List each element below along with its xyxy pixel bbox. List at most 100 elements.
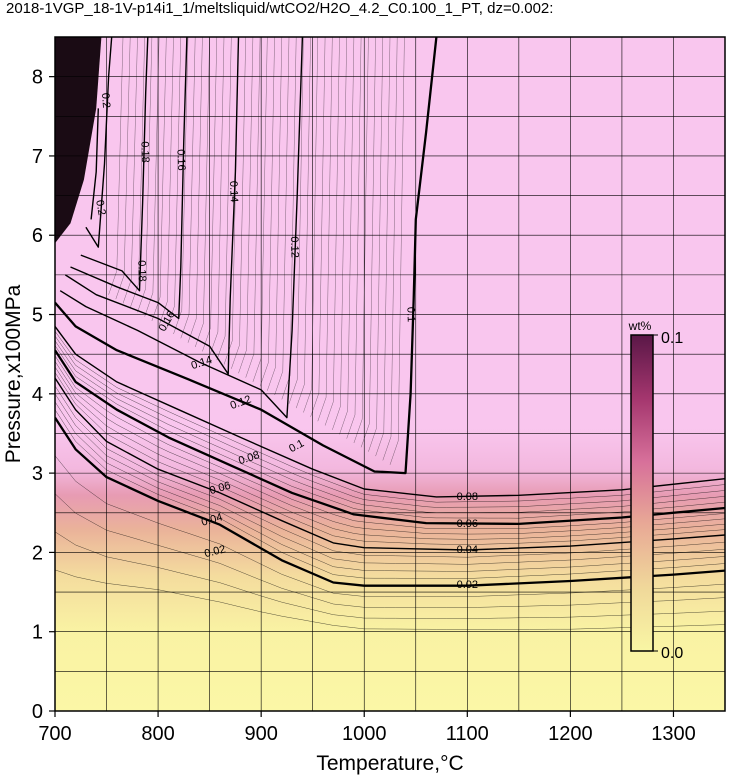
fine-contour-line (173, 37, 189, 335)
fine-contour-line (194, 37, 210, 348)
fine-contour-line (122, 37, 138, 304)
fine-contour-line (55, 569, 725, 630)
contour-label: 0.18 (135, 260, 148, 282)
x-tick-label: 700 (38, 723, 71, 745)
contour-label-text: 0.16 (174, 149, 187, 171)
chart-title: 2018-1VGP_18-1V-p14i1_1/meltsliquid/wtCO… (6, 0, 554, 17)
contour-line-0.12 (59, 37, 304, 419)
x-tick-label: 800 (141, 723, 174, 745)
fine-contour-line (55, 385, 725, 558)
fine-contour-line (317, 37, 333, 422)
x-tick-label: 1100 (446, 723, 489, 745)
fine-contour-line (55, 493, 725, 608)
contour-label-text: 0.06 (457, 518, 478, 530)
contour-label: 0.16 (174, 149, 187, 171)
fine-contour-line (129, 37, 145, 308)
x-tick-label: 900 (244, 723, 277, 745)
contour-label: 0.04 (200, 511, 224, 528)
fine-contour-line (332, 37, 347, 430)
fine-contour-line (368, 37, 384, 452)
y-tick-label: 1 (32, 622, 43, 644)
fine-contour-line (108, 37, 124, 295)
fine-contour-line (55, 393, 725, 565)
contour-label: 0.06 (457, 518, 478, 530)
major-contour-lines (55, 37, 725, 587)
contour-label: 0.02 (457, 579, 478, 591)
fine-contour-line (55, 401, 725, 572)
contour-line-0.18 (80, 37, 149, 292)
fine-contour-line (288, 37, 304, 404)
y-axis-ticks: 0 1 2 3 4 5 6 7 8 (32, 67, 55, 723)
plot-frame (54, 36, 726, 712)
colorbar: wt% 0.1 0.0 (628, 319, 684, 662)
fine-contour-line (137, 37, 153, 313)
contour-label-text: 0.1 (404, 307, 417, 323)
fine-contour-line (55, 455, 725, 597)
fine-contour-line (375, 37, 391, 457)
fine-contour-line (303, 37, 319, 413)
x-axis-label: Temperature,°C (316, 752, 463, 775)
fine-contour-line (55, 531, 725, 619)
fine-contour-line (382, 37, 398, 461)
contour-label: 0.2 (93, 199, 107, 216)
contour-line-0.06 (55, 349, 725, 526)
contour-label: 0.2 (99, 92, 112, 108)
fine-contour-line (166, 37, 182, 330)
fine-contour-line (55, 355, 725, 529)
x-axis-ticks: 700 800 900 1000 1100 1200 1300 (38, 711, 696, 745)
fine-contour-line (55, 335, 725, 508)
contour-label: 0.02 (203, 543, 227, 560)
contour-label-text: 0.04 (457, 544, 478, 556)
fine-contour-line (353, 37, 369, 444)
fine-contour-line (346, 37, 362, 439)
x-tick-label: 1200 (548, 723, 593, 745)
fine-contour-line (324, 37, 340, 426)
fine-contour-line (55, 340, 725, 513)
contour-label-text: 0.06 (208, 480, 232, 497)
contour-label-text: 0.12 (288, 236, 301, 258)
fine-contour-line (187, 37, 203, 343)
fine-contour-line (238, 37, 254, 374)
contour-label-text: 0.14 (227, 181, 240, 203)
fine-contour-line (274, 37, 290, 396)
contour-line-0.02 (55, 416, 725, 587)
fine-contour-line (209, 37, 225, 356)
colorbar-min-label: 0.0 (661, 645, 683, 662)
contour-line-0.08 (55, 325, 725, 498)
y-tick-label: 5 (32, 305, 43, 327)
fine-contour-line (55, 372, 725, 545)
contour-label-text: 0.18 (135, 260, 148, 282)
contour-label: 0.06 (208, 480, 232, 497)
colorbar-max-label: 0.1 (661, 330, 683, 347)
y-tick-label: 2 (32, 542, 43, 564)
colorbar-label: wt% (628, 319, 652, 333)
contour-line-0.2 (85, 37, 113, 248)
fine-contour-line (55, 409, 725, 579)
contour-label: 0.18 (138, 141, 151, 163)
contour-label-text: 0.02 (203, 543, 227, 560)
plot-area: 0.020.02 0.040.04 0.060.060.080.080.10.10.… (55, 37, 725, 711)
contour-label-text: 0.2 (93, 199, 107, 216)
contour-line-0.04 (55, 377, 725, 551)
y-tick-label: 4 (32, 384, 43, 406)
contour-label-text: 0.04 (200, 511, 224, 528)
contour-label-text: 0.2 (99, 92, 112, 108)
y-tick-label: 8 (32, 67, 43, 89)
fine-contour-line (55, 366, 725, 540)
grid-lines (55, 37, 725, 711)
contour-label: 0.08 (457, 491, 478, 503)
fine-contour-line (55, 331, 725, 503)
colorbar-bar (630, 334, 654, 652)
fine-contour-line (360, 37, 376, 448)
field-background (55, 37, 725, 711)
fine-contour-lines (55, 37, 725, 630)
contour-line-0.16 (70, 37, 188, 320)
fine-contour-line (245, 37, 261, 378)
fine-contour-line (144, 37, 160, 317)
contour-label-text: 0.08 (457, 491, 478, 503)
fine-contour-line (216, 37, 232, 361)
contour-label: 0.04 (457, 544, 478, 556)
x-tick-label: 1300 (651, 723, 696, 745)
contour-label-text: 0.02 (457, 579, 478, 591)
